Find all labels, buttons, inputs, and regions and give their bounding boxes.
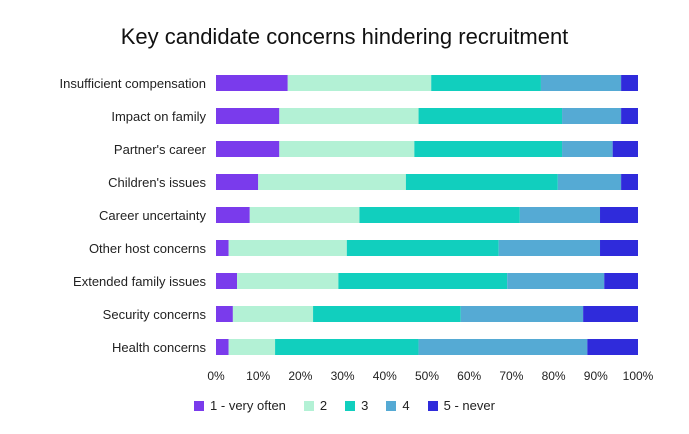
bar-segment-1 [216, 108, 280, 124]
bar-segment-1 [216, 273, 238, 289]
bar-segment-5 [600, 240, 638, 256]
x-tick-label: 20% [288, 369, 312, 383]
category-label: Insufficient compensation [60, 76, 206, 91]
bar-segment-2 [258, 174, 406, 190]
plot-area: Insufficient compensation Impact on famil… [60, 75, 654, 383]
category-label: Other host concerns [89, 241, 207, 256]
bar-segment-3 [418, 108, 563, 124]
bar-segment-1 [216, 240, 229, 256]
x-tick-label: 90% [584, 369, 608, 383]
bar-segment-2 [237, 273, 339, 289]
bar-segment-3 [359, 207, 520, 223]
x-tick-label: 40% [373, 369, 397, 383]
bar-segment-3 [431, 75, 541, 91]
category-label: Extended family issues [73, 274, 206, 289]
bar-segment-1 [216, 174, 259, 190]
category-label: Partner's career [114, 142, 207, 157]
bar-segment-1 [216, 75, 288, 91]
bar-segment-4 [507, 273, 605, 289]
legend: 1 - very often 2 3 4 5 - never [0, 398, 689, 413]
bar-segment-2 [287, 75, 432, 91]
bar-segment-4 [498, 240, 601, 256]
x-tick-label: 10% [246, 369, 270, 383]
category-label: Children's issues [108, 175, 206, 190]
bar-segment-5 [587, 339, 638, 355]
legend-item: 1 - very often [194, 398, 286, 413]
legend-item: 4 [386, 398, 410, 413]
bar-segment-1 [216, 306, 233, 322]
category-label: Impact on family [111, 109, 206, 124]
bar-segment-3 [313, 306, 461, 322]
legend-item: 3 [345, 398, 368, 413]
bar-segment-5 [621, 75, 638, 91]
legend-label: 4 [402, 398, 410, 413]
bar-segment-5 [621, 108, 638, 124]
bar-segment-4 [460, 306, 584, 322]
category-label: Health concerns [112, 340, 206, 355]
bar-segment-2 [279, 141, 415, 157]
bar-segment-1 [216, 207, 250, 223]
x-tick-label: 60% [457, 369, 481, 383]
bar-segment-1 [216, 339, 229, 355]
bar-segment-5 [604, 273, 638, 289]
x-tick-label: 30% [331, 369, 355, 383]
legend-swatch [345, 400, 356, 411]
bar-segment-4 [418, 339, 588, 355]
x-tick-label: 0% [207, 369, 225, 383]
bar-segment-4 [557, 174, 622, 190]
bar-segment-4 [540, 75, 622, 91]
bar-segment-3 [338, 273, 508, 289]
bar-segment-3 [405, 174, 558, 190]
bar-segment-1 [216, 141, 280, 157]
bar-segment-5 [583, 306, 638, 322]
bar-segment-5 [612, 141, 638, 157]
bar-segment-2 [279, 108, 419, 124]
legend-label: 1 - very often [210, 398, 286, 413]
legend-swatch [194, 400, 205, 411]
bar-segment-2 [249, 207, 360, 223]
category-label: Security concerns [103, 307, 207, 322]
bar-segment-2 [228, 339, 276, 355]
bar-segment-4 [562, 108, 622, 124]
category-label: Career uncertainty [99, 208, 206, 223]
legend-swatch [427, 400, 438, 411]
legend-item: 5 - never [427, 398, 495, 413]
bar-segment-2 [228, 240, 347, 256]
chart-title: Key candidate concerns hindering recruit… [120, 24, 569, 49]
legend-label: 5 - never [443, 398, 495, 413]
bar-segment-5 [621, 174, 638, 190]
bar-segment-4 [519, 207, 601, 223]
x-tick-label: 70% [499, 369, 523, 383]
legend-label: 3 [361, 398, 369, 413]
bar-segment-3 [414, 141, 563, 157]
x-tick-label: 50% [415, 369, 439, 383]
bar-segment-5 [600, 207, 638, 223]
legend-label: 2 [319, 398, 328, 413]
x-tick-label: 100% [623, 369, 654, 383]
bar-segment-2 [232, 306, 314, 322]
bar-segment-3 [346, 240, 499, 256]
bar-segment-4 [562, 141, 613, 157]
legend-item: 2 [303, 398, 328, 413]
legend-swatch [386, 400, 397, 411]
x-tick-label: 80% [542, 369, 566, 383]
bar-segment-3 [275, 339, 419, 355]
legend-swatch [303, 400, 314, 411]
